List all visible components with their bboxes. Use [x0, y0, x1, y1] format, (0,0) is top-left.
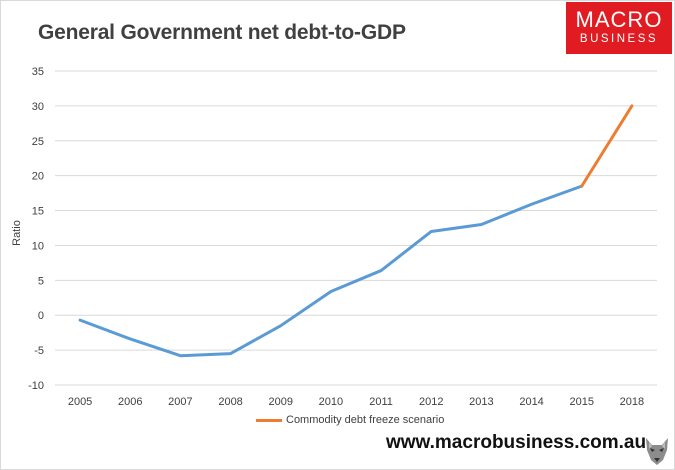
y-tick-label: 10	[32, 240, 44, 252]
legend: Commodity debt freeze scenario	[256, 414, 444, 426]
macro-business-logo[interactable]: MACRO BUSINESS	[566, 2, 672, 54]
series-line-net-debt	[78, 184, 584, 358]
x-axis-ticks: 2005 2006 2007 2008 2009 2010 2011 2012 2013 2014…	[68, 396, 644, 408]
website-url[interactable]: www.macrobusiness.com.au	[386, 432, 647, 453]
x-tick-label: 2006	[118, 396, 142, 408]
y-tick-label: 5	[38, 275, 44, 287]
x-tick-label: 2008	[218, 396, 242, 408]
x-tick-label: 2015	[570, 396, 594, 408]
y-tick-label: -10	[28, 380, 44, 392]
x-tick-label: 2009	[269, 396, 293, 408]
x-tick-label: 2005	[68, 396, 92, 408]
y-axis-label: Ratio	[11, 220, 23, 246]
x-tick-label: 2012	[419, 396, 443, 408]
y-tick-label: 35	[32, 66, 44, 78]
y-tick-label: -5	[34, 345, 44, 357]
legend-label: Commodity debt freeze scenario	[286, 414, 445, 426]
series-line-commodity-scenario	[580, 104, 634, 188]
gridlines	[55, 70, 657, 386]
logo-line-2: BUSINESS	[579, 33, 659, 45]
y-tick-label: 20	[32, 171, 44, 183]
y-tick-label: 15	[32, 206, 44, 218]
y-tick-label: 30	[32, 101, 44, 113]
y-tick-label: 25	[32, 136, 44, 148]
x-tick-label: 2007	[168, 396, 192, 408]
x-tick-label: 2013	[469, 396, 493, 408]
y-axis-ticks: 35 30 25 20 15 10 5 0 -5 -10	[28, 66, 44, 392]
x-tick-label: 2014	[519, 396, 543, 408]
series-lines	[78, 104, 634, 358]
x-tick-label: 2018	[620, 396, 644, 408]
logo-line-1: MACRO	[575, 7, 663, 32]
wolf-icon	[646, 438, 668, 465]
chart-title: General Government net debt-to-GDP	[38, 21, 406, 44]
y-tick-label: 0	[38, 310, 44, 322]
legend-swatch-orange	[256, 418, 282, 422]
x-tick-label: 2011	[369, 396, 393, 408]
x-tick-label: 2010	[319, 396, 343, 408]
